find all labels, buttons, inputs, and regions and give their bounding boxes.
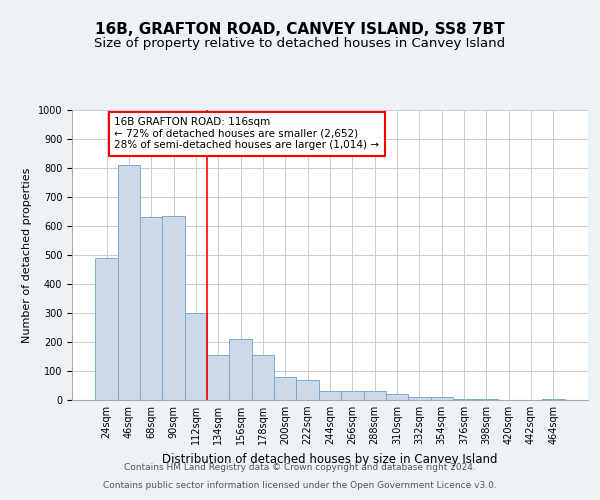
Bar — [118, 165, 140, 400]
Bar — [95, 258, 118, 400]
Text: Contains HM Land Registry data © Crown copyright and database right 2024.: Contains HM Land Registry data © Crown c… — [124, 464, 476, 472]
Bar — [252, 355, 274, 400]
Bar — [364, 392, 386, 400]
Bar — [207, 355, 229, 400]
Text: 16B, GRAFTON ROAD, CANVEY ISLAND, SS8 7BT: 16B, GRAFTON ROAD, CANVEY ISLAND, SS8 7B… — [95, 22, 505, 38]
Bar — [453, 398, 475, 400]
Bar — [542, 398, 565, 400]
Bar — [140, 218, 163, 400]
Bar — [475, 398, 497, 400]
Bar — [341, 392, 364, 400]
Bar — [229, 339, 252, 400]
Bar — [296, 380, 319, 400]
Y-axis label: Number of detached properties: Number of detached properties — [22, 168, 32, 342]
Bar — [408, 397, 431, 400]
Text: 16B GRAFTON ROAD: 116sqm
← 72% of detached houses are smaller (2,652)
28% of sem: 16B GRAFTON ROAD: 116sqm ← 72% of detach… — [115, 117, 379, 150]
Bar — [386, 394, 408, 400]
Bar — [319, 392, 341, 400]
Bar — [274, 377, 296, 400]
Bar — [163, 216, 185, 400]
Bar — [185, 313, 207, 400]
Text: Size of property relative to detached houses in Canvey Island: Size of property relative to detached ho… — [94, 38, 506, 51]
Bar — [431, 397, 453, 400]
Text: Contains public sector information licensed under the Open Government Licence v3: Contains public sector information licen… — [103, 481, 497, 490]
X-axis label: Distribution of detached houses by size in Canvey Island: Distribution of detached houses by size … — [162, 452, 498, 466]
